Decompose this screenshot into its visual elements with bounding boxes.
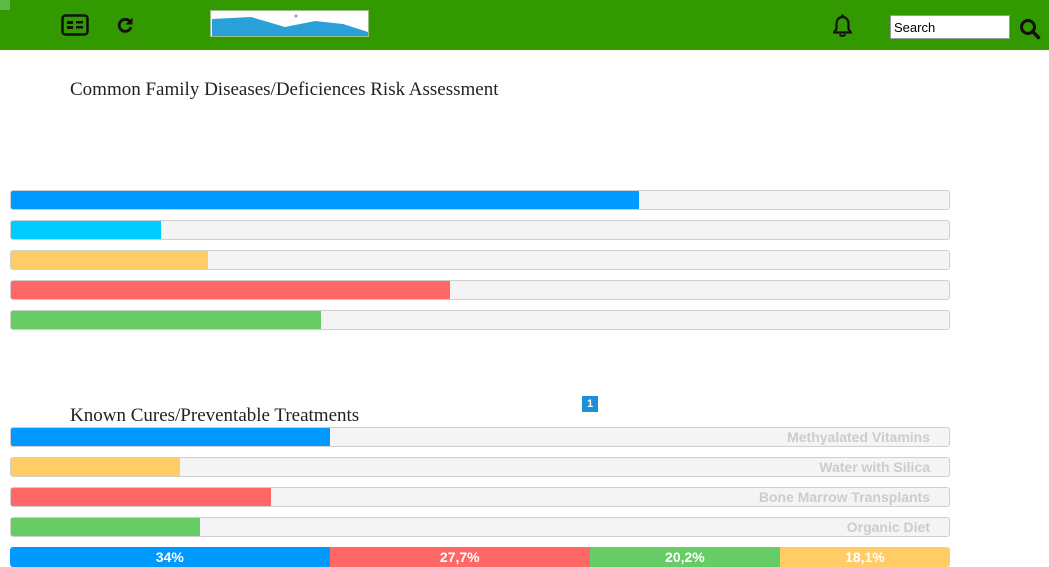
share-segment: 20,2%: [589, 547, 780, 567]
risk-bar-fill: [11, 191, 640, 209]
page-number-badge[interactable]: 1: [582, 396, 598, 412]
treatment-bar-label: Methyalated Vitamins: [787, 429, 930, 445]
treatment-bar-fill: [11, 518, 201, 536]
treatment-bar-fill: [11, 458, 180, 476]
id-card-icon[interactable]: [61, 14, 89, 36]
treatment-bar: Water with Silica: [10, 457, 950, 477]
search-icon[interactable]: [1019, 18, 1041, 40]
treatment-bar-fill: [11, 428, 330, 446]
risk-bar-fill: [11, 281, 450, 299]
treatment-bar-label: Bone Marrow Transplants: [758, 489, 930, 505]
treatment-bar: Methyalated Vitamins: [10, 427, 950, 447]
search-input[interactable]: [890, 15, 1010, 39]
risk-bar-fill: [11, 311, 321, 329]
risk-section-title: Common Family Diseases/Deficiences Risk …: [70, 79, 499, 100]
share-segment: 27,7%: [329, 547, 590, 567]
risk-bar-fill: [11, 221, 162, 239]
treatment-bar-fill: [11, 488, 271, 506]
top-navbar: [0, 0, 1049, 50]
treatment-bar: Organic Diet: [10, 517, 950, 537]
risk-bar-fill: [11, 251, 208, 269]
bell-icon[interactable]: [832, 14, 853, 38]
mountain-logo-icon: [212, 14, 368, 36]
share-segment: 18,1%: [779, 547, 950, 567]
risk-bar: [10, 220, 950, 240]
risk-bar: [10, 250, 950, 270]
share-segment: 34%: [10, 547, 330, 567]
risk-bar: [10, 310, 950, 330]
treatment-share-bar: 34% 27,7% 20,2% 18,1%: [10, 547, 950, 567]
corner-tab[interactable]: [0, 0, 10, 10]
logo[interactable]: [210, 10, 369, 37]
treatment-bar: Bone Marrow Transplants: [10, 487, 950, 507]
risk-bar: [10, 190, 950, 210]
risk-bar: [10, 280, 950, 300]
treatments-section-title: Known Cures/Preventable Treatments: [70, 405, 360, 426]
refresh-icon[interactable]: [116, 16, 134, 34]
treatment-bar-label: Water with Silica: [819, 459, 930, 475]
treatment-bar-label: Organic Diet: [846, 519, 930, 535]
